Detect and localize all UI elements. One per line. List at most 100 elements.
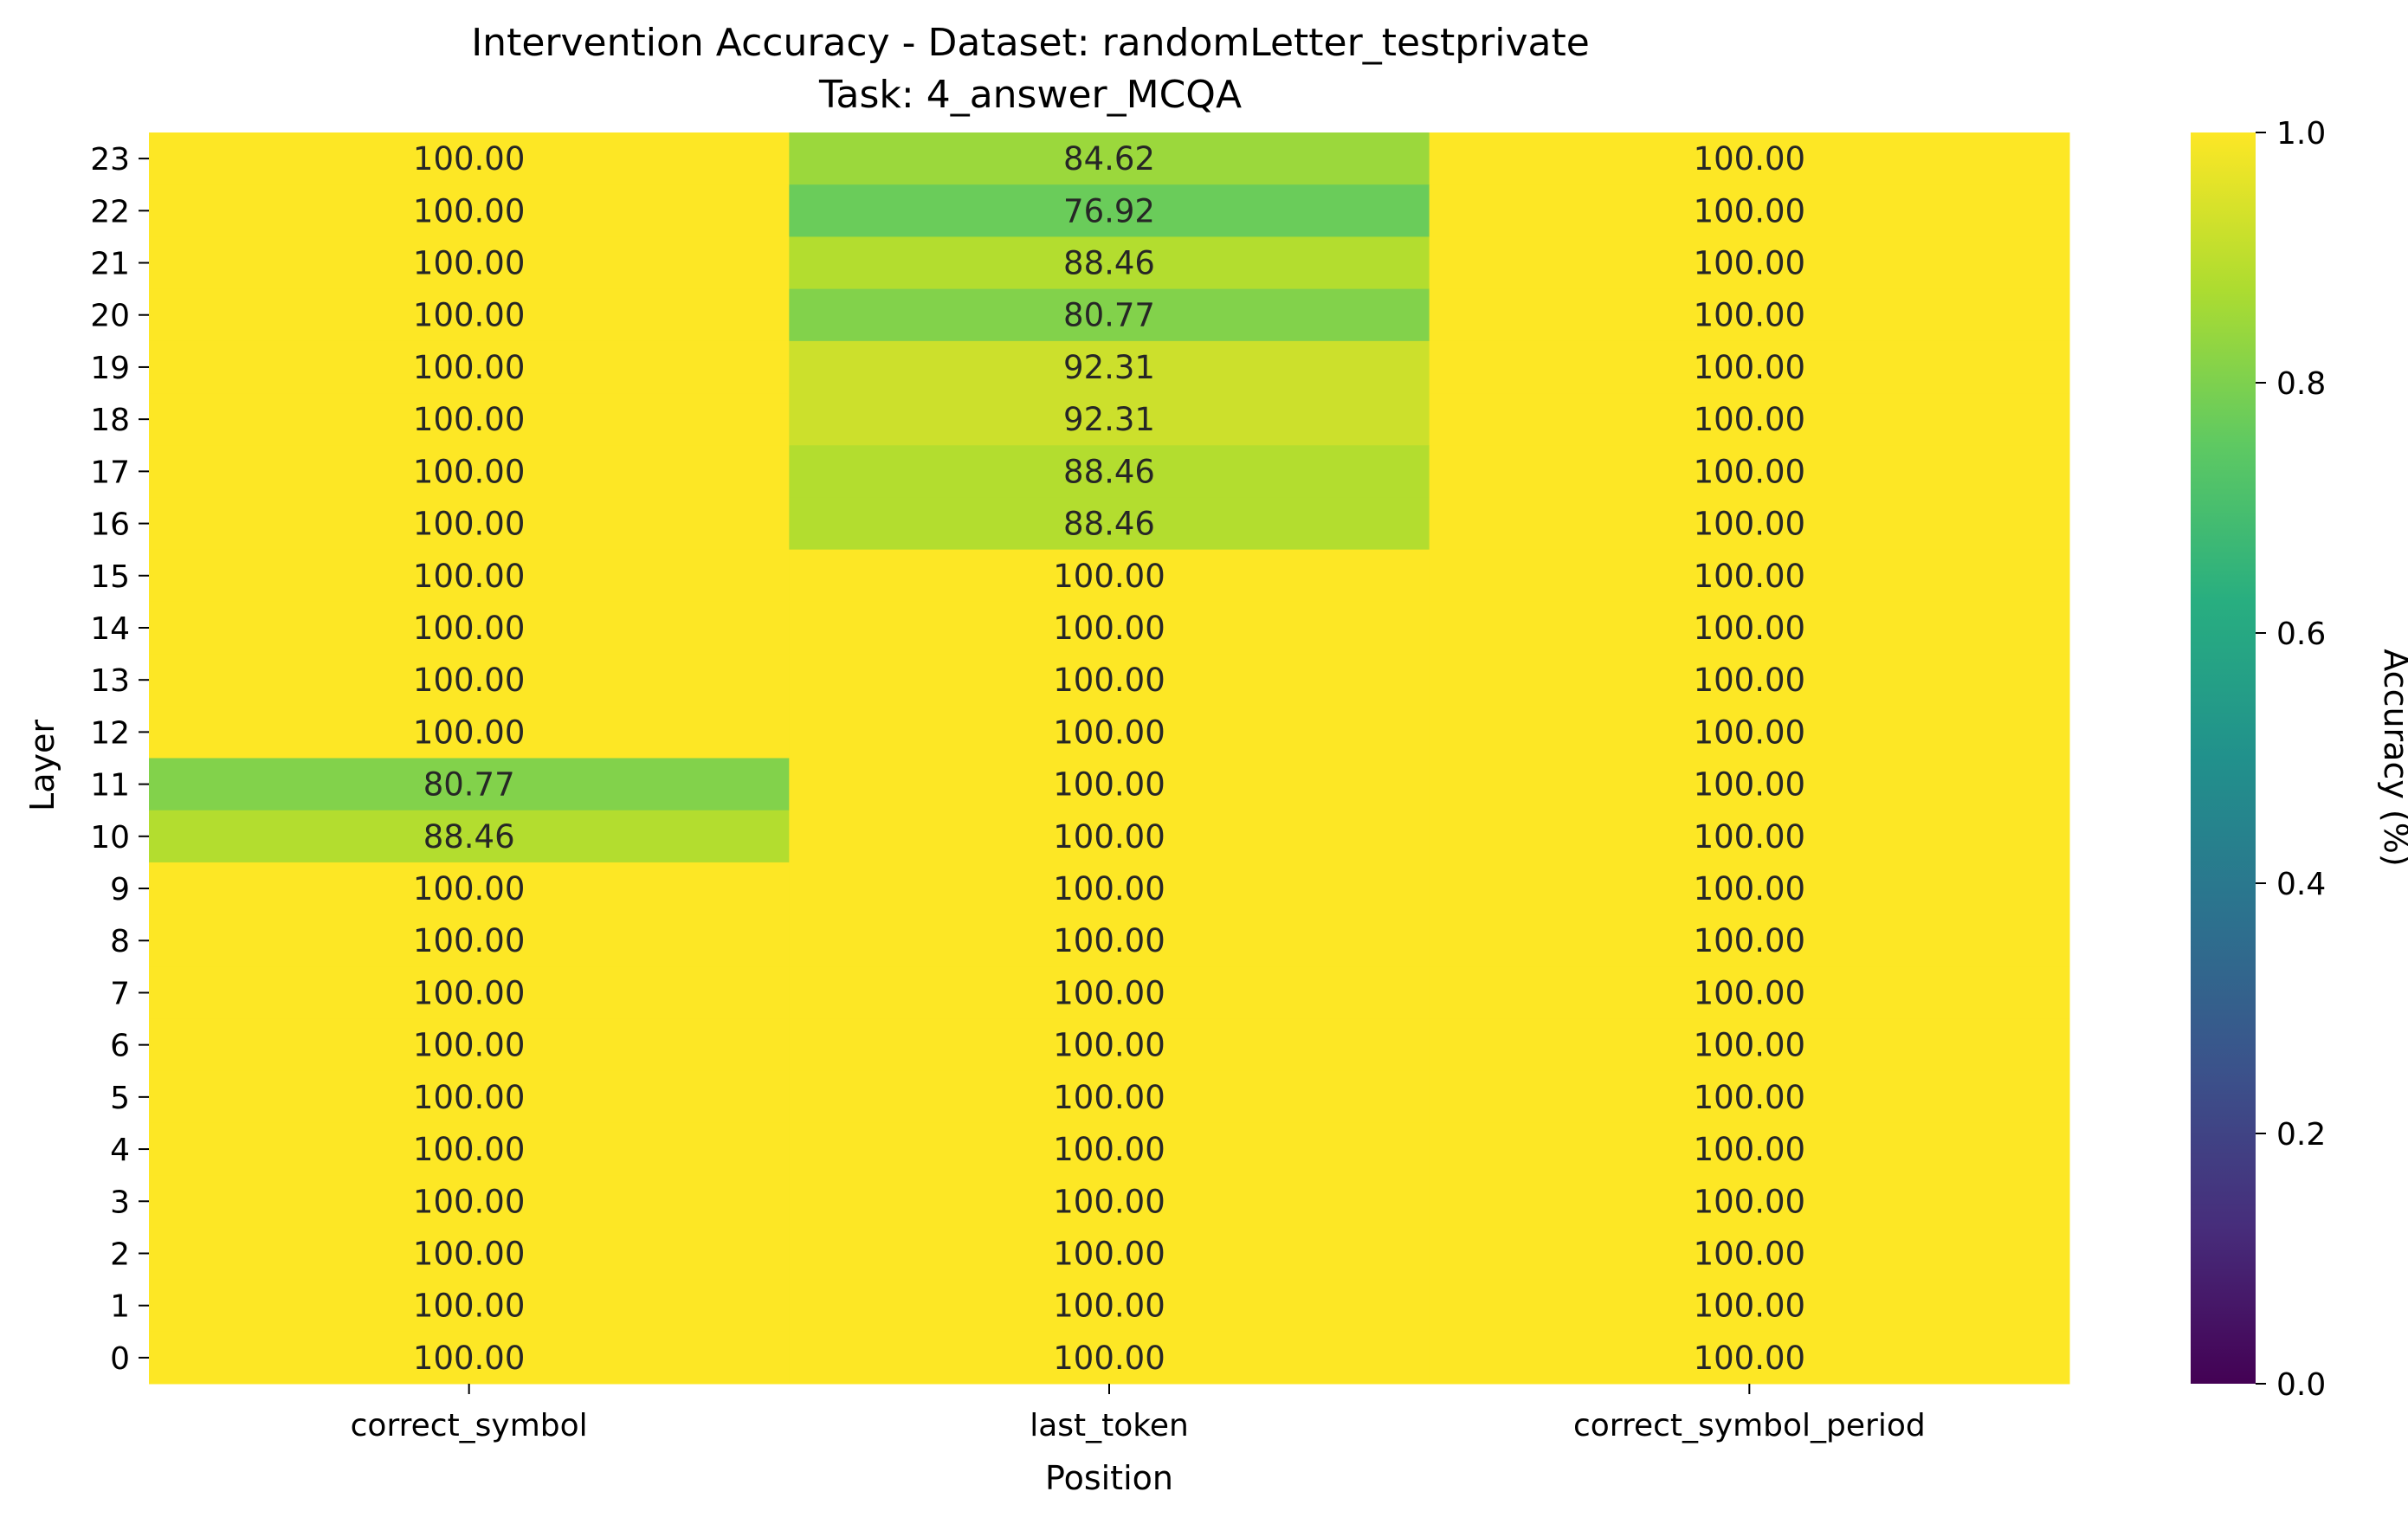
heatmap-cell [789,1331,1430,1385]
heatmap-cell [789,288,1430,342]
heatmap-cell [1429,914,2070,967]
cell-value-label: 100.00 [1053,558,1165,595]
heatmap-cell [789,1018,1430,1072]
colorbar-tick-label: 0.8 [2276,366,2326,402]
chart-subtitle: Task: 4_answer_MCQA [818,73,1242,117]
heatmap-cell [789,1175,1430,1228]
y-tick-label: 17 [90,455,130,490]
heatmap-cell [789,132,1430,185]
heatmap-cell [1429,132,2070,185]
y-tick-label: 21 [90,247,130,282]
cell-value-label: 100.00 [413,1288,525,1325]
cell-value-label: 100.00 [413,974,525,1011]
colorbar-tick-label: 0.0 [2276,1367,2326,1403]
cell-value-label: 100.00 [413,140,525,178]
heatmap-cell [789,966,1430,1020]
heatmap-cell [1429,1122,2070,1176]
cell-value-label: 88.46 [423,818,515,856]
cell-value-label: 100.00 [413,870,525,907]
cell-value-label: 100.00 [1053,1235,1165,1272]
chart-title: Intervention Accuracy - Dataset: randomL… [471,21,1590,65]
cell-value-label: 100.00 [413,922,525,959]
cell-value-label: 100.00 [413,192,525,229]
cell-value-label: 100.00 [1694,974,1805,1011]
heatmap-cell [149,1122,790,1176]
cell-value-label: 100.00 [413,1183,525,1220]
cell-value-label: 100.00 [413,610,525,647]
heatmap-cell [149,1331,790,1385]
heatmap-cell [1429,601,2070,655]
heatmap-cell [1429,340,2070,394]
heatmap-cell [149,1018,790,1072]
heatmap-cell [149,758,790,811]
y-tick-label: 5 [110,1081,130,1116]
cell-value-label: 100.00 [413,558,525,595]
cell-value-label: 100.00 [413,1340,525,1377]
x-axis-label: Position [1045,1459,1173,1497]
cell-value-label: 100.00 [1694,245,1805,282]
heatmap-cell [1429,706,2070,759]
heatmap-cell [789,1279,1430,1333]
heatmap-cell [789,810,1430,863]
heatmap-cell [1429,549,2070,603]
cell-value-label: 100.00 [1694,610,1805,647]
heatmap-cell [149,706,790,759]
heatmap-cell [789,1227,1430,1281]
y-tick-label: 0 [110,1341,130,1377]
cell-value-label: 80.77 [423,766,515,804]
heatmap-cell [149,1279,790,1333]
cell-value-label: 92.31 [1063,349,1155,386]
heatmap-cell [789,601,1430,655]
cell-value-label: 100.00 [1694,1027,1805,1064]
y-tick-label: 13 [90,663,130,699]
y-tick-label: 16 [90,507,130,543]
cell-value-label: 100.00 [1694,766,1805,804]
cell-value-label: 100.00 [413,662,525,699]
y-tick-label: 11 [90,768,130,804]
cell-value-label: 100.00 [1694,1235,1805,1272]
heatmap-cell [789,393,1430,446]
heatmap-cell [1429,236,2070,290]
y-tick-label: 6 [110,1029,130,1064]
cell-value-label: 80.77 [1063,297,1155,334]
heatmap-cell [1429,758,2070,811]
cell-value-label: 100.00 [413,297,525,334]
heatmap-cell [789,758,1430,811]
heatmap-cell [149,497,790,551]
cell-value-label: 100.00 [1694,558,1805,595]
cell-value-label: 100.00 [1694,922,1805,959]
cell-value-label: 100.00 [1694,1340,1805,1377]
heatmap-cell [789,497,1430,551]
cell-value-label: 100.00 [1053,1183,1165,1220]
heatmap-cell [1429,1227,2070,1281]
colorbar [2191,132,2256,1384]
heatmap-cell [789,914,1430,967]
y-axis-label: Layer [23,720,61,811]
cell-value-label: 100.00 [1694,401,1805,438]
heatmap-cell [149,132,790,185]
colorbar-tick-label: 1.0 [2276,116,2326,152]
heatmap-cell [1429,1331,2070,1385]
y-tick-label: 22 [90,194,130,229]
cell-value-label: 100.00 [413,1027,525,1064]
cell-value-label: 100.00 [1053,1288,1165,1325]
cell-value-label: 100.00 [413,1131,525,1168]
heatmap-cells [149,132,2070,1385]
colorbar-label: Accuracy (%) [2377,649,2408,866]
y-tick-label: 3 [110,1185,130,1220]
heatmap-cell [789,236,1430,290]
heatmap-cell [789,1070,1430,1124]
heatmap-cell-labels: 100.00 84.62 100.00 100.00 76.92 100.00 100.00… [413,140,1805,1377]
colorbar-tick-label: 0.6 [2276,617,2326,652]
heatmap-cell [149,184,790,237]
cell-value-label: 88.46 [1063,245,1155,282]
y-tick-label: 7 [110,976,130,1011]
y-tick-label: 14 [90,611,130,647]
heatmap-cell [149,862,790,915]
cell-value-label: 100.00 [1694,349,1805,386]
cell-value-label: 100.00 [1053,818,1165,856]
cell-value-label: 100.00 [413,401,525,438]
heatmap-cell [149,601,790,655]
